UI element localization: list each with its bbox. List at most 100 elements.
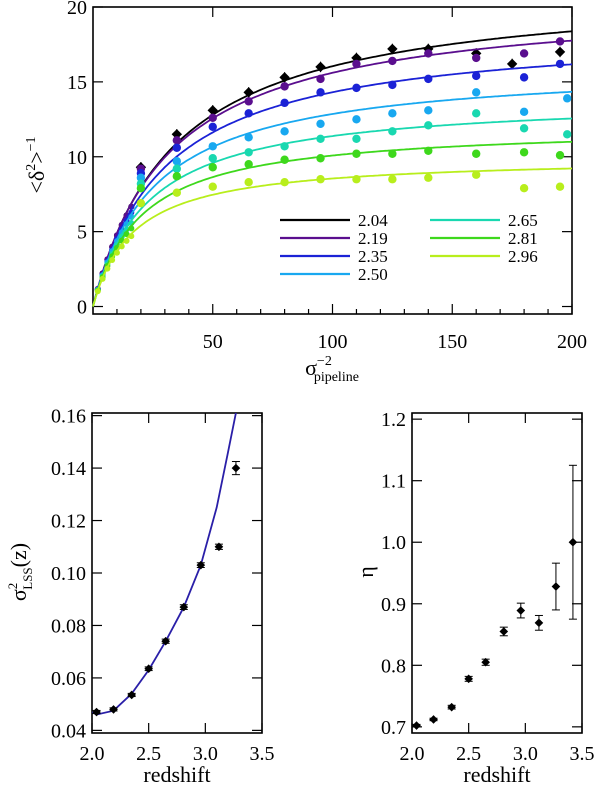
data-point-2.19 — [172, 136, 182, 145]
data-point-2.65 — [280, 142, 289, 151]
x-tick-label: 100 — [318, 331, 348, 353]
data-point-2.19 — [424, 49, 433, 58]
legend-label: 2.35 — [358, 247, 388, 266]
x-tick-label: 200 — [557, 331, 587, 353]
data-point-2.81 — [123, 231, 130, 238]
data-point-2.81 — [208, 163, 217, 172]
data-point-2.96 — [316, 175, 325, 184]
data-point-2.96 — [280, 178, 289, 187]
y-tick-label: 20 — [67, 0, 87, 19]
data-point-2.04 — [387, 43, 398, 55]
x-axis-title: σ−2 pipeline — [305, 354, 359, 385]
y-tick-label: 0.8 — [381, 655, 406, 677]
y-tick-label: 0.12 — [51, 511, 86, 533]
data-point-2.65 — [316, 134, 325, 143]
y-tick-label: 1.2 — [381, 409, 406, 431]
data-point-2.81 — [280, 155, 289, 164]
legend-label: 2.65 — [508, 211, 538, 230]
data-point-2.96 — [172, 188, 182, 197]
data-point-2.81 — [316, 154, 325, 163]
legend-label: 2.19 — [358, 229, 388, 248]
data-point-2.96 — [352, 175, 361, 184]
x-tick-label: 3.5 — [250, 743, 275, 765]
data-point — [568, 537, 578, 547]
data-point — [144, 664, 153, 674]
data-point — [516, 606, 526, 615]
data-point-2.96 — [94, 288, 101, 295]
data-point-2.96 — [136, 198, 146, 208]
data-point-2.50 — [472, 88, 481, 97]
y-tick-label: 0.7 — [381, 717, 406, 739]
data-point — [179, 602, 189, 612]
data-point — [127, 690, 136, 700]
data-point-2.96 — [104, 265, 111, 272]
plot-frame — [91, 412, 263, 734]
data-point-2.81 — [172, 172, 182, 181]
data-point-2.81 — [519, 148, 529, 157]
data-point-2.81 — [128, 225, 135, 232]
y-tick-label: 1.0 — [381, 532, 406, 554]
data-point-2.19 — [244, 97, 253, 106]
data-point — [534, 618, 544, 628]
data-point — [429, 715, 438, 724]
data-point-2.50 — [280, 127, 289, 136]
data-point-2.35 — [555, 59, 565, 69]
data-point — [412, 721, 421, 730]
y-tick-label: 0.10 — [51, 563, 86, 585]
data-point-2.96 — [555, 182, 565, 191]
panel-top-flux-vs-noise: 50 100 150 200051015202.042.192.352.502.652… — [24, 0, 587, 385]
data-point-2.65 — [424, 121, 433, 130]
y-axis-title: σ2LSS(z) — [5, 543, 35, 601]
y-axis-title: <δ2>−1 — [24, 136, 49, 193]
data-point — [196, 560, 206, 570]
data-point-2.65 — [208, 154, 217, 163]
data-point-2.81 — [472, 149, 481, 158]
data-point-2.19 — [555, 37, 565, 46]
data-point-2.50 — [352, 115, 361, 124]
data-point-2.19 — [472, 53, 481, 63]
data-point — [109, 705, 118, 714]
y-tick-label: 0.16 — [51, 406, 86, 428]
y-tick-label: 0.08 — [51, 615, 86, 637]
x-tick-label: 3.0 — [193, 743, 218, 765]
data-point — [499, 627, 509, 636]
data-point-2.96 — [472, 170, 481, 179]
panel-bottom-right-eta: 2.0 2.5 3.0 3.5 0.7 0.8 0.9 1.0 1.1 1.2 redshift η — [353, 409, 595, 787]
data-point-2.96 — [388, 175, 397, 184]
data-point-2.65 — [172, 164, 182, 173]
x-tick-label: 2.5 — [456, 743, 481, 765]
data-point-2.04 — [279, 72, 290, 83]
y-tick-label: 5 — [77, 222, 87, 244]
data-point-2.35 — [316, 88, 325, 97]
y-tick-label: 10 — [67, 147, 87, 169]
plot-frame — [92, 6, 573, 315]
data-point-2.35 — [280, 98, 289, 108]
data-point-2.81 — [388, 149, 397, 158]
data-point — [231, 463, 241, 473]
fit-curve-2.19 — [92, 39, 573, 307]
data-point-2.50 — [208, 142, 217, 151]
data-point-2.04 — [315, 61, 326, 73]
legend-label: 2.96 — [508, 247, 538, 266]
x-tick-label: 3.5 — [570, 743, 595, 765]
x-axis-title: redshift — [463, 762, 530, 787]
data-point-2.81 — [244, 160, 253, 169]
data-point-2.35 — [244, 109, 253, 118]
data-point-2.35 — [172, 143, 182, 152]
data-point-2.96 — [244, 178, 253, 187]
data-point-2.35 — [519, 73, 529, 82]
data-point-2.96 — [99, 275, 106, 282]
legend-label: 2.04 — [358, 211, 388, 230]
data-point-2.50 — [172, 157, 182, 166]
data-point-2.19 — [388, 56, 397, 66]
data-point-2.19 — [208, 113, 217, 123]
plot-frame — [411, 412, 583, 734]
y-axis-title: η — [353, 566, 378, 578]
data-point-2.35 — [208, 122, 217, 132]
fit-curve-2.35 — [92, 63, 573, 307]
data-point-2.19 — [316, 74, 325, 84]
data-point-2.96 — [109, 257, 116, 264]
data-point-2.19 — [352, 59, 361, 69]
model-line — [92, 413, 237, 716]
data-point-2.50 — [424, 106, 433, 115]
